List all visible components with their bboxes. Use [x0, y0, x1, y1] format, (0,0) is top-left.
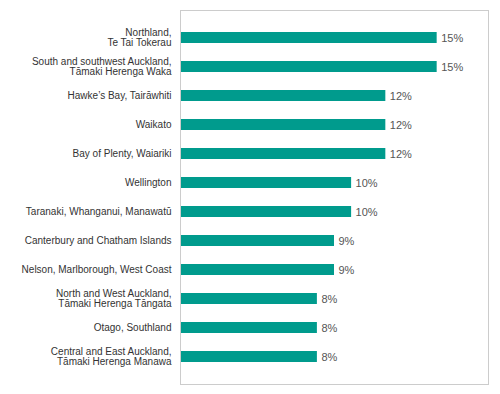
svg-text:9%: 9%: [339, 264, 355, 276]
svg-text:12%: 12%: [390, 148, 412, 160]
svg-text:12%: 12%: [390, 119, 412, 131]
svg-text:Waikato: Waikato: [136, 119, 172, 130]
svg-text:8%: 8%: [321, 322, 337, 334]
svg-text:10%: 10%: [356, 177, 378, 189]
svg-text:12%: 12%: [390, 90, 412, 102]
svg-text:Central and East Auckland,Tāma: Central and East Auckland,Tāmaki Herenga…: [51, 346, 172, 367]
svg-text:Canterbury and Chatham Islands: Canterbury and Chatham Islands: [25, 235, 172, 246]
svg-text:10%: 10%: [356, 206, 378, 218]
svg-text:Bay of Plenty, Waiariki: Bay of Plenty, Waiariki: [73, 148, 172, 159]
svg-text:Otago, Southland: Otago, Southland: [94, 322, 172, 333]
svg-text:Wellington: Wellington: [125, 177, 172, 188]
svg-text:Northland,Te Tai Tokerau: Northland,Te Tai Tokerau: [107, 27, 171, 48]
svg-text:North and West Auckland,Tāmaki: North and West Auckland,Tāmaki Herenga T…: [56, 288, 172, 309]
svg-text:15%: 15%: [441, 32, 463, 44]
svg-text:8%: 8%: [321, 351, 337, 363]
svg-text:9%: 9%: [339, 235, 355, 247]
svg-text:Taranaki, Whanganui, Manawatū: Taranaki, Whanganui, Manawatū: [26, 206, 172, 217]
svg-text:Hawke’s Bay, Tairāwhiti: Hawke’s Bay, Tairāwhiti: [68, 90, 172, 101]
svg-text:8%: 8%: [321, 293, 337, 305]
svg-text:Nelson, Marlborough, West Coas: Nelson, Marlborough, West Coast: [22, 264, 172, 275]
svg-text:South and southwest Auckland,T: South and southwest Auckland,Tāmaki Here…: [32, 56, 172, 77]
svg-text:15%: 15%: [441, 61, 463, 73]
